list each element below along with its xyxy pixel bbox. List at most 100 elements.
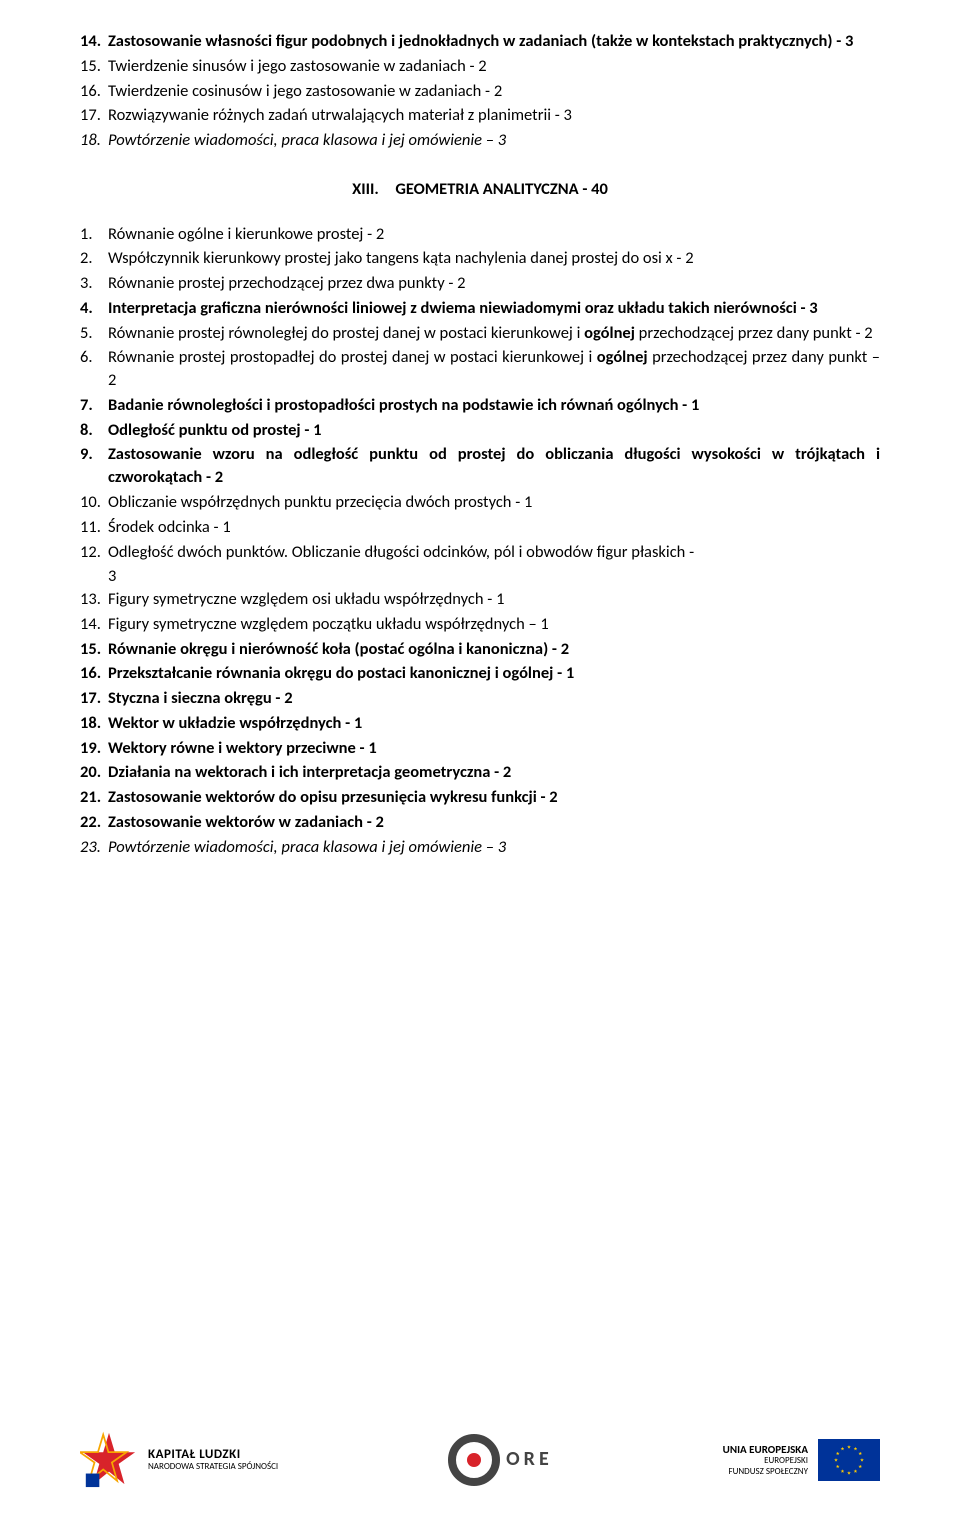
list-item: 3.Równanie prostej przechodzącej przez d… [80, 272, 880, 295]
list-item-number: 4. [80, 297, 108, 320]
list-item-text: Wektory równe i wektory przeciwne - 1 [108, 737, 880, 760]
list-item-text: Zastosowanie wektorów w zadaniach - 2 [108, 811, 880, 834]
list-item-number: 7. [80, 394, 108, 417]
list-item: 17.Rozwiązywanie różnych zadań utrwalają… [80, 104, 880, 127]
list-item-number: 15. [80, 638, 108, 661]
list-item: 6.Równanie prostej prostopadłej do prost… [80, 346, 880, 392]
list-item-number: 2. [80, 247, 108, 270]
list-item-text: Powtórzenie wiadomości, praca klasowa i … [108, 836, 880, 859]
list-item: 17.Styczna i sieczna okręgu - 2 [80, 687, 880, 710]
list-item-number: 1. [80, 223, 108, 246]
kapital-ludzki-icon [80, 1431, 138, 1489]
list-item-number: 9. [80, 443, 108, 489]
logo-kapital-ludzki: KAPITAŁ LUDZKI NARODOWA STRATEGIA SPÓJNO… [80, 1431, 278, 1489]
list-item-number: 17. [80, 104, 108, 127]
logo-eu: UNIA EUROPEJSKA EUROPEJSKI FUNDUSZ SPOŁE… [723, 1439, 880, 1481]
list-item: 1.Równanie ogólne i kierunkowe prostej -… [80, 223, 880, 246]
list-item-number: 23. [80, 836, 108, 859]
list-item: 16.Twierdzenie cosinusów i jego zastosow… [80, 80, 880, 103]
list-item: 8.Odległość punktu od prostej - 1 [80, 419, 880, 442]
list-item: 4.Interpretacja graficzna nierówności li… [80, 297, 880, 320]
list-item-text: Twierdzenie cosinusów i jego zastosowani… [108, 80, 880, 103]
list-item-text: Równanie prostej równoległej do prostej … [108, 322, 880, 345]
list-item-text: Twierdzenie sinusów i jego zastosowanie … [108, 55, 880, 78]
list-item: 2.Współczynnik kierunkowy prostej jako t… [80, 247, 880, 270]
list-item-text: Równanie okręgu i nierówność koła (posta… [108, 638, 880, 661]
logo-ore: ORE [448, 1434, 553, 1486]
list-item-text: Przekształcanie równania okręgu do posta… [108, 662, 880, 685]
ore-label: ORE [506, 1446, 553, 1474]
list-item-text: Figury symetryczne względem początku ukł… [108, 613, 880, 636]
list-item: 14.Zastosowanie własności figur podobnyc… [80, 30, 880, 53]
list-item-number: 14. [80, 613, 108, 636]
list-item-number: 3. [80, 272, 108, 295]
list-item-number: 13. [80, 588, 108, 611]
list-item-text: Wektor w układzie współrzędnych - 1 [108, 712, 880, 735]
list-item: 9.Zastosowanie wzoru na odległość punktu… [80, 443, 880, 489]
list-item-number: 19. [80, 737, 108, 760]
list-item-number: 11. [80, 516, 108, 539]
list-item: 19.Wektory równe i wektory przeciwne - 1 [80, 737, 880, 760]
kapital-ludzki-text: KAPITAŁ LUDZKI NARODOWA STRATEGIA SPÓJNO… [148, 1447, 278, 1473]
list-item: 15.Równanie okręgu i nierówność koła (po… [80, 638, 880, 661]
list-item-number: 21. [80, 786, 108, 809]
list-item-text: Obliczanie współrzędnych punktu przecięc… [108, 491, 880, 514]
list-item-number: 16. [80, 662, 108, 685]
list-item-text: Zastosowanie wzoru na odległość punktu o… [108, 443, 880, 489]
list-item-text: Odległość dwóch punktów. Obliczanie dług… [108, 541, 880, 564]
list-item-number: 8. [80, 419, 108, 442]
list-item-text: Równanie ogólne i kierunkowe prostej - 2 [108, 223, 880, 246]
list-item-text: Styczna i sieczna okręgu - 2 [108, 687, 880, 710]
list-item-continuation: 3 [80, 565, 880, 588]
list-item-text: Powtórzenie wiadomości, praca klasowa i … [108, 129, 880, 152]
list-item-text: Równanie prostej prostopadłej do prostej… [108, 346, 880, 392]
list-item-text: Współczynnik kierunkowy prostej jako tan… [108, 247, 880, 270]
list-item-text: Interpretacja graficzna nierówności lini… [108, 297, 880, 320]
list-item-text: Badanie równoległości i prostopadłości p… [108, 394, 880, 417]
ore-ring-icon [448, 1434, 500, 1486]
list-item: 10.Obliczanie współrzędnych punktu przec… [80, 491, 880, 514]
list-item-number: 14. [80, 30, 108, 53]
list-item: 7.Badanie równoległości i prostopadłości… [80, 394, 880, 417]
list-item-number: 16. [80, 80, 108, 103]
list-item-number: 18. [80, 129, 108, 152]
eu-flag-icon [818, 1439, 880, 1481]
list-item-number: 10. [80, 491, 108, 514]
list-item-text: Figury symetryczne względem osi układu w… [108, 588, 880, 611]
eu-line3: FUNDUSZ SPOŁECZNY [723, 1467, 808, 1478]
list-item-number: 20. [80, 761, 108, 784]
kl-line2: NARODOWA STRATEGIA SPÓJNOŚCI [148, 1462, 278, 1473]
list-item: 15.Twierdzenie sinusów i jego zastosowan… [80, 55, 880, 78]
list-item-text: Działania na wektorach i ich interpretac… [108, 761, 880, 784]
list-item: 12.Odległość dwóch punktów. Obliczanie d… [80, 541, 880, 564]
list-item: 16.Przekształcanie równania okręgu do po… [80, 662, 880, 685]
eu-text: UNIA EUROPEJSKA EUROPEJSKI FUNDUSZ SPOŁE… [723, 1443, 808, 1478]
list-item-number: 17. [80, 687, 108, 710]
list-item-text: Rozwiązywanie różnych zadań utrwalającyc… [108, 104, 880, 127]
list-item-number: 6. [80, 346, 108, 392]
list-item: 11.Środek odcinka - 1 [80, 516, 880, 539]
eu-line2: EUROPEJSKI [723, 1456, 808, 1467]
list-item-number: 22. [80, 811, 108, 834]
list-item-number: 5. [80, 322, 108, 345]
list-item: 22.Zastosowanie wektorów w zadaniach - 2 [80, 811, 880, 834]
list-item: 18.Powtórzenie wiadomości, praca klasowa… [80, 129, 880, 152]
list-item-text: Odległość punktu od prostej - 1 [108, 419, 880, 442]
list-item: 5.Równanie prostej równoległej do proste… [80, 322, 880, 345]
list-item: 21.Zastosowanie wektorów do opisu przesu… [80, 786, 880, 809]
list-item-text: Zastosowanie wektorów do opisu przesunię… [108, 786, 880, 809]
list-item-number: 12. [80, 541, 108, 564]
list-item-text: Środek odcinka - 1 [108, 516, 880, 539]
section-heading: XIII. GEOMETRIA ANALITYCZNA - 40 [80, 178, 880, 201]
kl-line1: KAPITAŁ LUDZKI [148, 1447, 278, 1463]
list-item-text: Zastosowanie własności figur podobnych i… [108, 30, 880, 53]
footer: KAPITAŁ LUDZKI NARODOWA STRATEGIA SPÓJNO… [0, 1400, 960, 1540]
list-item: 18.Wektor w układzie współrzędnych - 1 [80, 712, 880, 735]
list-item: 23.Powtórzenie wiadomości, praca klasowa… [80, 836, 880, 859]
list-item: 13.Figury symetryczne względem osi układ… [80, 588, 880, 611]
list-item-number: 18. [80, 712, 108, 735]
list-item-text: Równanie prostej przechodzącej przez dwa… [108, 272, 880, 295]
list-item-number: 15. [80, 55, 108, 78]
list-item: 14.Figury symetryczne względem początku … [80, 613, 880, 636]
eu-line1: UNIA EUROPEJSKA [723, 1443, 808, 1456]
